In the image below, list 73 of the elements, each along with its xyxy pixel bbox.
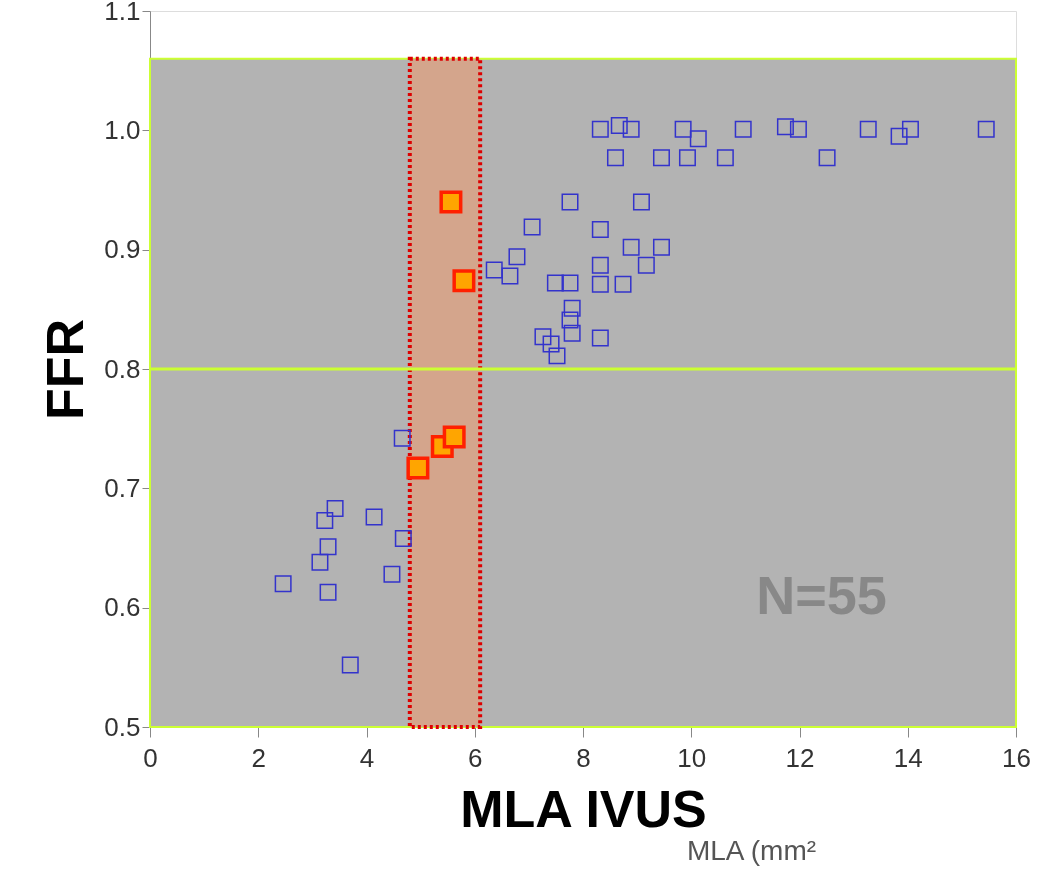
point <box>859 120 877 138</box>
point <box>977 120 995 138</box>
y-axis-title: FFR <box>36 318 95 421</box>
point <box>734 120 752 138</box>
point <box>452 269 476 293</box>
x-tick-label: 10 <box>677 742 707 773</box>
point <box>591 329 609 347</box>
point <box>606 149 624 167</box>
point <box>316 512 334 530</box>
point <box>561 311 579 329</box>
point <box>393 429 411 447</box>
point <box>501 267 519 285</box>
x-tick-label: 14 <box>893 742 923 773</box>
point <box>406 456 430 480</box>
y-tick-label: 0.8 <box>104 353 141 384</box>
point <box>890 127 908 145</box>
point <box>508 248 526 266</box>
point <box>548 347 566 365</box>
x-tick-label: 4 <box>359 742 375 773</box>
point <box>561 193 579 211</box>
point <box>610 117 628 135</box>
point <box>591 120 609 138</box>
y-tick-label: 1.1 <box>104 0 141 26</box>
text: MLA (mm² <box>686 835 817 866</box>
point <box>485 261 503 279</box>
point <box>901 120 919 138</box>
point <box>383 565 401 583</box>
point <box>326 500 344 518</box>
point <box>542 335 560 353</box>
x-tick-label: 12 <box>785 742 815 773</box>
y-tick-label: 0.9 <box>104 234 141 265</box>
x-tick-label: 8 <box>576 742 591 773</box>
point <box>534 328 552 346</box>
x-tick-label: 0 <box>143 742 158 773</box>
point <box>674 120 692 138</box>
point <box>652 238 670 256</box>
point <box>546 274 564 292</box>
point <box>776 118 794 136</box>
point <box>614 275 632 293</box>
point <box>439 190 463 214</box>
point <box>319 583 337 601</box>
y-tick-label: 0.5 <box>104 711 141 742</box>
x-tick-label: 2 <box>251 742 266 773</box>
point <box>394 529 412 547</box>
point <box>365 508 383 526</box>
point <box>561 274 579 292</box>
y-tick-label: 0.7 <box>104 472 141 503</box>
point <box>652 149 670 167</box>
point <box>591 256 609 274</box>
y-tick-label: 0.6 <box>104 592 141 623</box>
point <box>523 218 541 236</box>
point <box>716 149 734 167</box>
point <box>789 120 807 138</box>
point <box>637 256 655 274</box>
point <box>689 130 707 148</box>
point <box>563 324 581 342</box>
y-tick-label: 1.0 <box>104 114 141 145</box>
point <box>311 553 329 571</box>
point <box>563 299 581 317</box>
point <box>341 656 359 674</box>
point <box>591 220 609 238</box>
x-axis-title: MLA IVUS <box>460 779 707 838</box>
point <box>632 193 650 211</box>
point <box>622 120 640 138</box>
point <box>319 538 337 556</box>
point <box>622 238 640 256</box>
point <box>818 149 836 167</box>
x-tick-label: 16 <box>1002 742 1031 773</box>
point <box>591 275 609 293</box>
point <box>678 149 696 167</box>
point <box>442 425 466 449</box>
x-tick-label: 6 <box>468 742 483 773</box>
point <box>274 575 292 593</box>
